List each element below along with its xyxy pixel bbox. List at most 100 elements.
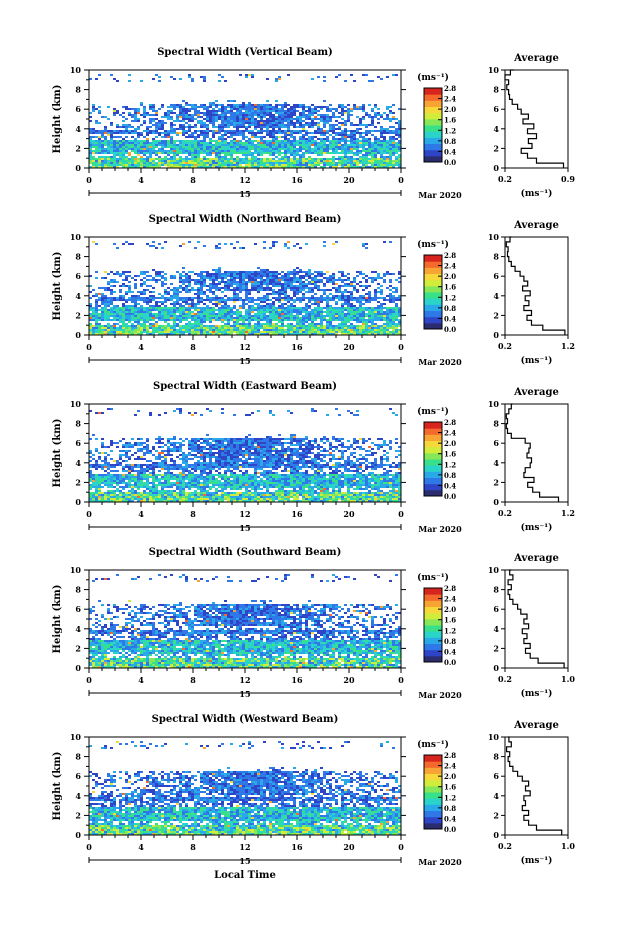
heatmap-cell bbox=[155, 114, 158, 116]
heatmap-cell bbox=[356, 283, 359, 285]
heatmap-cell bbox=[119, 164, 122, 166]
heatmap-cell bbox=[143, 106, 146, 108]
heatmap-cell bbox=[230, 331, 233, 333]
heatmap-cell bbox=[191, 118, 194, 120]
heatmap-cell bbox=[116, 126, 119, 128]
heatmap-cell bbox=[146, 271, 149, 273]
heatmap-cell bbox=[371, 162, 374, 164]
heatmap-cell bbox=[332, 162, 335, 164]
heatmap-cell bbox=[311, 122, 314, 124]
heatmap-cell bbox=[224, 289, 227, 291]
heatmap-cell bbox=[182, 331, 185, 333]
heatmap-cell bbox=[161, 247, 164, 249]
heatmap-cell bbox=[284, 130, 287, 132]
heatmap-cell bbox=[113, 110, 116, 112]
heatmap-cell bbox=[143, 158, 146, 160]
heatmap-cell bbox=[158, 313, 161, 315]
heatmap-cell bbox=[293, 142, 296, 144]
heatmap-cell bbox=[350, 323, 353, 325]
heatmap-cell bbox=[116, 144, 119, 146]
heatmap-cell bbox=[191, 134, 194, 136]
heatmap-cell bbox=[176, 299, 179, 301]
heatmap-cell bbox=[116, 247, 119, 249]
heatmap-cell bbox=[116, 158, 119, 160]
heatmap-cell bbox=[155, 146, 158, 148]
heatmap-cell bbox=[224, 144, 227, 146]
heatmap-cell bbox=[362, 144, 365, 146]
heatmap-cell bbox=[113, 140, 116, 142]
heatmap-cell bbox=[89, 333, 92, 335]
heatmap-cell bbox=[362, 303, 365, 305]
heatmap-cell bbox=[362, 317, 365, 319]
heatmap-cell bbox=[344, 156, 347, 158]
heatmap-cell bbox=[188, 329, 191, 331]
heatmap-cell bbox=[260, 164, 263, 166]
heatmap-cell bbox=[95, 136, 98, 138]
heatmap-cell bbox=[308, 275, 311, 277]
heatmap-cell bbox=[170, 138, 173, 140]
heatmap-cell bbox=[206, 273, 209, 275]
heatmap-cell bbox=[374, 160, 377, 162]
heatmap-cell bbox=[200, 275, 203, 277]
heatmap-cell bbox=[119, 311, 122, 313]
heatmap-cell bbox=[137, 140, 140, 142]
heatmap-cell bbox=[317, 132, 320, 134]
heatmap-cell bbox=[170, 104, 173, 106]
heatmap-cell bbox=[128, 325, 131, 327]
heatmap-cell bbox=[272, 150, 275, 152]
heatmap-cell bbox=[95, 166, 98, 168]
heatmap-cell bbox=[326, 116, 329, 118]
heatmap-cell bbox=[314, 281, 317, 283]
heatmap-cell bbox=[173, 317, 176, 319]
heatmap-cell bbox=[209, 299, 212, 301]
heatmap-cell bbox=[149, 333, 152, 335]
heatmap-cell bbox=[173, 309, 176, 311]
heatmap-cell bbox=[140, 166, 143, 168]
heatmap-cell bbox=[365, 124, 368, 126]
heatmap-cell bbox=[128, 164, 131, 166]
heatmap-cell bbox=[122, 307, 125, 309]
heatmap-cell bbox=[233, 126, 236, 128]
heatmap-cell bbox=[371, 297, 374, 299]
heatmap-cell bbox=[389, 162, 392, 164]
heatmap-cell bbox=[167, 134, 170, 136]
heatmap-cell bbox=[218, 104, 221, 106]
heatmap-cell bbox=[302, 333, 305, 335]
heatmap-cell bbox=[233, 275, 236, 277]
heatmap-cell bbox=[314, 315, 317, 317]
heatmap-cell bbox=[152, 130, 155, 132]
heatmap-cell bbox=[224, 138, 227, 140]
heatmap-cell bbox=[191, 126, 194, 128]
x-tick-label: 20 bbox=[343, 175, 355, 185]
heatmap-cell bbox=[278, 321, 281, 323]
heatmap-cell bbox=[251, 283, 254, 285]
panel-title: Spectral Width (Vertical Beam) bbox=[157, 47, 333, 58]
heatmap-cell bbox=[338, 289, 341, 291]
heatmap-cell bbox=[302, 136, 305, 138]
heatmap-cell bbox=[275, 323, 278, 325]
heatmap-cell bbox=[173, 333, 176, 335]
heatmap-cell bbox=[254, 307, 257, 309]
heatmap-cell bbox=[308, 283, 311, 285]
heatmap-cell bbox=[92, 307, 95, 309]
heatmap-cell bbox=[365, 158, 368, 160]
heatmap-cell bbox=[89, 313, 92, 315]
heatmap-cell bbox=[95, 315, 98, 317]
heatmap-cell bbox=[203, 160, 206, 162]
heatmap-cell bbox=[314, 293, 317, 295]
heatmap-cell bbox=[323, 152, 326, 154]
heatmap-cell bbox=[260, 152, 263, 154]
heatmap-cell bbox=[215, 299, 218, 301]
heatmap-cell bbox=[227, 124, 230, 126]
heatmap-cell bbox=[362, 140, 365, 142]
heatmap-cell bbox=[305, 313, 308, 315]
heatmap-cell bbox=[134, 128, 137, 130]
heatmap-cell bbox=[305, 273, 308, 275]
heatmap-cell bbox=[158, 132, 161, 134]
heatmap-cell bbox=[251, 108, 254, 110]
heatmap-cell bbox=[110, 279, 113, 281]
heatmap-cell bbox=[146, 299, 149, 301]
heatmap-cell bbox=[101, 144, 104, 146]
heatmap-cell bbox=[158, 164, 161, 166]
heatmap-cell bbox=[221, 122, 224, 124]
